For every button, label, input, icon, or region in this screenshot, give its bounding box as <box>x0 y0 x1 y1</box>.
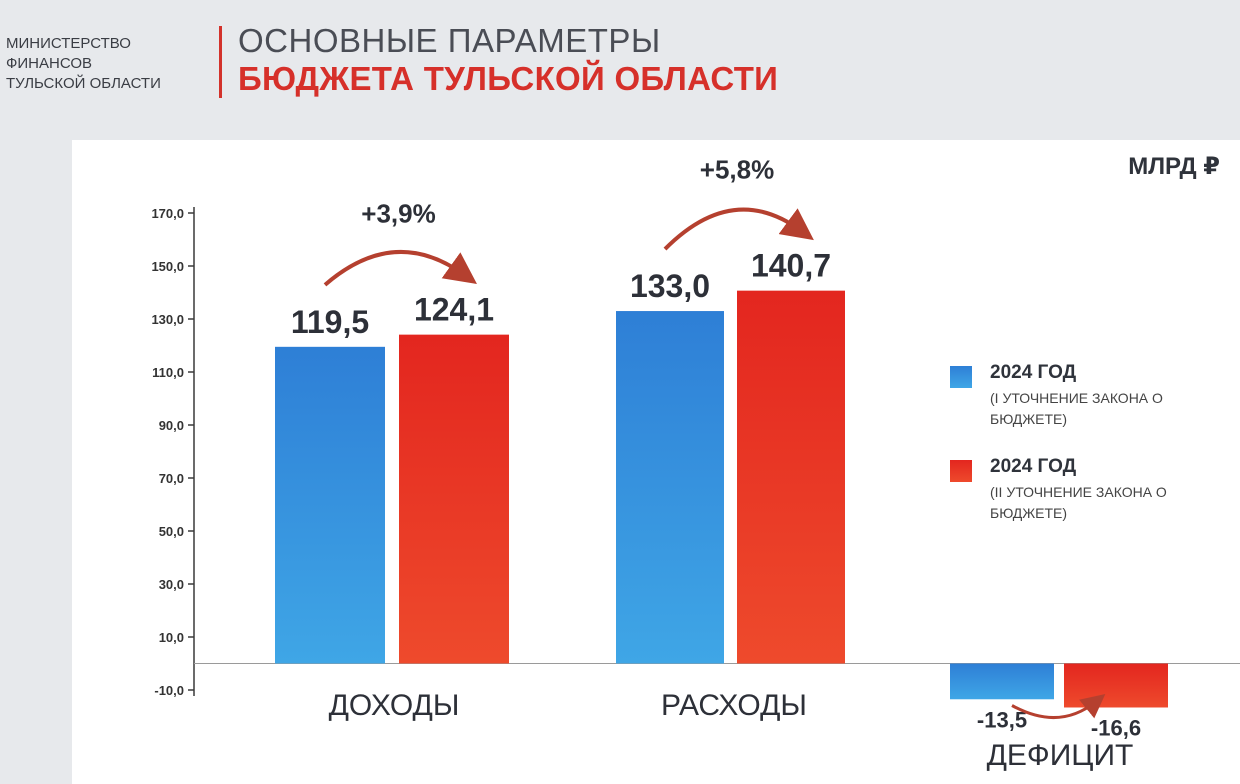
y-tick-label: 50,0 <box>159 524 184 539</box>
legend-subtitle: (I УТОЧНЕНИЕ ЗАКОНА О БЮДЖЕТЕ) <box>990 390 1163 427</box>
legend-item-2: 2024 ГОД (II УТОЧНЕНИЕ ЗАКОНА О БЮДЖЕТЕ) <box>950 454 1230 526</box>
legend-item-1: 2024 ГОД (I УТОЧНЕНИЕ ЗАКОНА О БЮДЖЕТЕ) <box>950 360 1230 432</box>
y-tick-label: 30,0 <box>159 577 184 592</box>
header-divider <box>219 26 222 98</box>
bar-1-2 <box>950 663 1054 700</box>
data-label: 140,7 <box>751 248 831 284</box>
deficit-change-arrow <box>1011 693 1106 719</box>
change-arrow <box>323 249 477 287</box>
ministry-name: МИНИСТЕРСТВО ФИНАНСОВ ТУЛЬСКОЙ ОБЛАСТИ <box>6 34 206 94</box>
legend-title: 2024 ГОД <box>990 362 1077 383</box>
unit-label: МЛРД ₽ <box>1128 153 1220 180</box>
y-tick-label: -10,0 <box>154 683 184 698</box>
y-tick-label: 70,0 <box>159 471 184 486</box>
legend-subtitle: (II УТОЧНЕНИЕ ЗАКОНА О БЮДЖЕТЕ) <box>990 484 1167 521</box>
y-tick-label: 10,0 <box>159 630 184 645</box>
category-label: ДОХОДЫ <box>329 689 460 722</box>
legend: 2024 ГОД (I УТОЧНЕНИЕ ЗАКОНА О БЮДЖЕТЕ) … <box>950 360 1230 548</box>
change-label: +5,8% <box>700 155 774 185</box>
ministry-line: ТУЛЬСКОЙ ОБЛАСТИ <box>6 75 161 92</box>
header: МИНИСТЕРСТВО ФИНАНСОВ ТУЛЬСКОЙ ОБЛАСТИ О… <box>0 0 1240 140</box>
y-tick-label: 130,0 <box>151 312 184 327</box>
bar-2-2 <box>1064 663 1168 708</box>
y-tick-label: 150,0 <box>151 259 184 274</box>
page-title-line-2: БЮДЖЕТА ТУЛЬСКОЙ ОБЛАСТИ <box>238 60 779 97</box>
legend-swatch-blue <box>950 366 972 388</box>
legend-swatch-red <box>950 460 972 482</box>
legend-title: 2024 ГОД <box>990 456 1077 477</box>
data-label: 119,5 <box>291 304 369 340</box>
ministry-line: МИНИСТЕРСТВО <box>6 35 131 52</box>
y-tick-label: 110,0 <box>152 365 184 380</box>
bar-2-0 <box>399 334 509 664</box>
category-label: ДЕФИЦИТ <box>987 739 1134 772</box>
bar-2-1 <box>737 290 845 664</box>
data-label: 124,1 <box>414 292 494 328</box>
category-label: РАСХОДЫ <box>661 689 807 722</box>
change-label: +3,9% <box>361 199 435 229</box>
y-tick-label: 90,0 <box>159 418 184 433</box>
data-label: 133,0 <box>630 268 710 304</box>
chart-panel: -10,0 10,0 30,0 50,0 70,0 90,0 110,0 130,0 150,0… <box>72 140 1240 784</box>
bar-1-0 <box>275 346 385 664</box>
data-label: -16,6 <box>1091 715 1141 740</box>
bar-1-1 <box>616 311 724 664</box>
bar-chart: -10,0 10,0 30,0 50,0 70,0 90,0 110,0 130,0 150,0… <box>151 155 1240 772</box>
page-title-line-1: ОСНОВНЫЕ ПАРАМЕТРЫ <box>238 22 661 59</box>
data-label: -13,5 <box>977 707 1027 732</box>
change-arrow <box>663 207 814 251</box>
ministry-line: ФИНАНСОВ <box>6 55 93 72</box>
y-tick-label: 170,0 <box>151 206 184 221</box>
